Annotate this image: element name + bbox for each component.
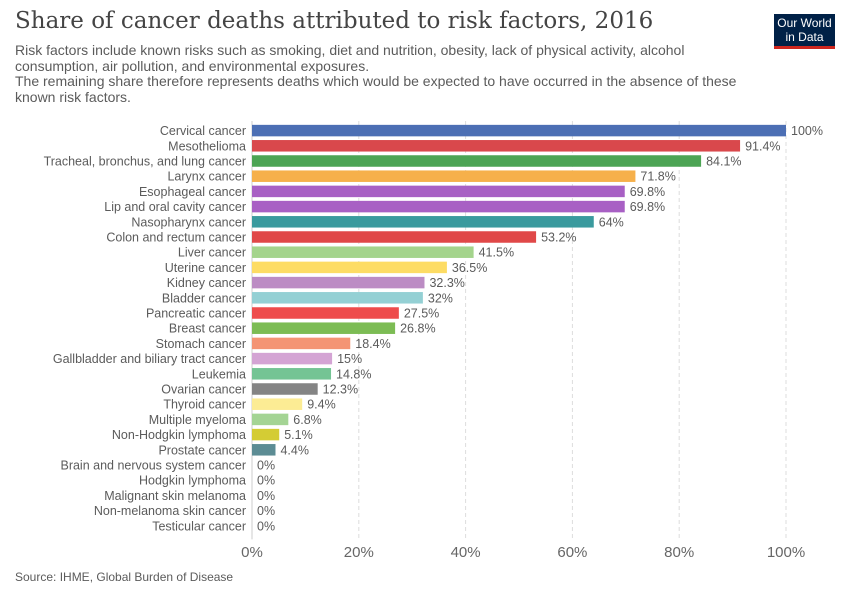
category-label: Ovarian cancer [161,383,246,397]
value-label: 53.2% [541,231,576,245]
chart-subtitle: Risk factors include known risks such as… [15,42,755,105]
category-label: Non-Hodgkin lymphoma [112,428,246,442]
value-label: 0% [257,489,275,503]
value-label: 27.5% [404,307,439,321]
chart-title: Share of cancer deaths attributed to ris… [15,8,654,34]
x-axis-ticks: 0% 20% 40% 60% 80% 100% [241,544,805,561]
category-label: Multiple myeloma [149,413,246,427]
value-label: 69.8% [630,200,665,214]
value-label: 0% [257,504,275,518]
logo-line-1: Our World [777,16,832,30]
value-label: 32% [428,291,453,305]
category-label: Uterine cancer [165,261,246,275]
x-tick-label-80: 80% [664,544,694,561]
category-label: Prostate cancer [158,443,246,457]
bar[interactable] [252,352,333,365]
subtitle-line-1: Risk factors include known risks such as… [15,42,685,74]
category-label: Colon and rectum cancer [106,231,246,245]
category-label: Lip and oral cavity cancer [104,200,246,214]
category-label: Stomach cancer [156,337,246,351]
source-note: Source: IHME, Global Burden of Disease [15,570,234,584]
category-label: Kidney cancer [167,276,246,290]
category-label: Nasopharynx cancer [131,215,246,229]
owid-logo[interactable]: Our World in Data [774,14,835,49]
value-label: 69.8% [630,185,665,199]
value-label: 12.3% [323,383,358,397]
value-label: 84.1% [706,155,741,169]
value-label: 26.8% [400,322,435,336]
category-label: Gallbladder and biliary tract cancer [53,352,246,366]
bar[interactable] [252,444,276,456]
category-label: Hodgkin lymphoma [139,474,246,488]
value-label: 5.1% [284,428,313,442]
category-label: Bladder cancer [162,291,246,305]
bar[interactable] [252,292,423,304]
x-tick-label-40: 40% [451,544,481,561]
value-label: 100% [791,124,823,138]
subtitle-line-2: The remaining share therefore represents… [15,73,737,105]
bar[interactable] [252,413,289,426]
category-label: Testicular cancer [152,519,246,533]
bar[interactable] [252,383,318,395]
value-label: 36.5% [452,261,487,275]
category-label: Brain and nervous system cancer [60,459,246,473]
x-tick-label-20: 20% [344,544,374,561]
bar[interactable] [252,170,636,182]
x-tick-label-60: 60% [557,544,587,561]
bar[interactable] [252,140,741,152]
value-label: 0% [257,459,275,473]
value-label: 18.4% [355,337,390,351]
bar[interactable] [252,261,447,274]
bar[interactable] [252,155,702,167]
value-label: 14.8% [336,367,371,381]
bar[interactable] [252,246,474,258]
bar[interactable] [252,216,594,228]
category-label: Esophageal cancer [139,185,246,199]
value-label: 91.4% [745,139,780,153]
category-label: Tracheal, bronchus, and lung cancer [44,155,246,169]
bar[interactable] [252,337,351,350]
category-label: Non-melanoma skin cancer [94,504,246,518]
category-label: Breast cancer [169,322,246,336]
category-label: Pancreatic cancer [146,307,246,321]
value-label: 15% [337,352,362,366]
bar[interactable] [252,307,399,319]
x-tick-label-0: 0% [241,544,263,561]
value-label: 4.4% [280,443,309,457]
category-label: Thyroid cancer [163,398,246,412]
category-label: Malignant skin melanoma [104,489,246,503]
category-label: Liver cancer [178,246,246,260]
bars [252,124,786,456]
bar[interactable] [252,398,303,410]
value-label: 64% [599,215,624,229]
value-label: 41.5% [479,246,514,260]
value-labels: 100%91.4%84.1%71.8%69.8%69.8%64%53.2%41.… [257,124,823,533]
value-label: 0% [257,474,275,488]
category-label: Cervical cancer [160,124,246,138]
logo-line-2: in Data [785,30,824,44]
bar[interactable] [252,368,332,380]
category-label: Mesothelioma [168,139,246,153]
category-label: Larynx cancer [167,170,246,184]
bar[interactable] [252,200,625,213]
value-label: 6.8% [293,413,322,427]
value-label: 32.3% [429,276,464,290]
bar[interactable] [252,428,280,441]
bar[interactable] [252,231,537,243]
category-label: Leukemia [192,367,246,381]
value-label: 71.8% [640,170,675,184]
x-tick-label-100: 100% [767,544,805,561]
value-label: 0% [257,519,275,533]
bar[interactable] [252,276,425,289]
value-label: 9.4% [307,398,336,412]
bar[interactable] [252,322,396,334]
bar[interactable] [252,185,625,198]
bar[interactable] [252,124,786,137]
